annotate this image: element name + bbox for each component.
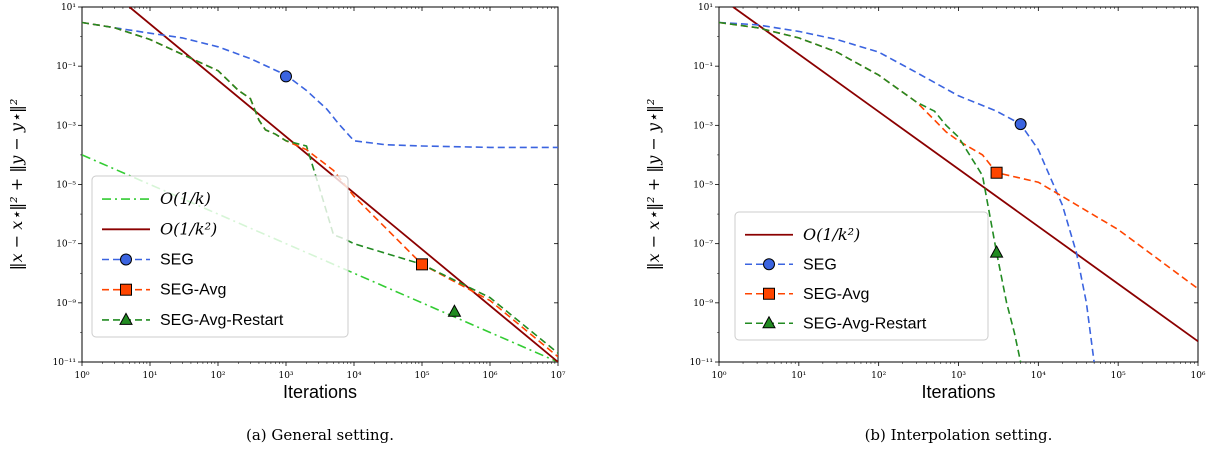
legend-label-seg-avg-restart: SEG-Avg-Restart xyxy=(803,315,927,332)
x-tick-label: 10⁰ xyxy=(74,371,89,381)
x-tick-label: 10¹ xyxy=(142,371,157,381)
legend-marker-seg-avg-restart xyxy=(762,315,776,329)
legend-label-seg: SEG xyxy=(160,252,194,269)
y-tick-label: 10⁻¹¹ xyxy=(690,358,713,368)
y-tick-label: 10⁻⁹ xyxy=(56,299,76,309)
plot-area xyxy=(719,7,1198,362)
series-line-o-1-k xyxy=(732,7,1198,343)
series-marker-seg-avg-restart xyxy=(989,245,1004,258)
legend-label-seg-avg-restart: SEG-Avg-Restart xyxy=(160,312,284,329)
x-tick-label: 10⁷ xyxy=(550,371,565,381)
legend-label-o-1-k: O(1/k²) xyxy=(803,225,860,244)
figure-caption: (a) General setting. xyxy=(246,426,394,444)
legend: O(1/k) O(1/k²) SEG SEG-Avg SEG-Avg-Restart xyxy=(91,175,349,338)
y-tick-label: 10⁻⁷ xyxy=(56,240,76,250)
y-tick-label: 10⁻⁵ xyxy=(693,181,713,191)
y-axis-label: ‖x − x⋆‖² + ‖y − y⋆‖² xyxy=(7,99,26,271)
series-marker-seg-avg-restart xyxy=(447,304,462,317)
y-tick-label: 10⁻¹¹ xyxy=(53,358,76,368)
x-tick-label: 10⁶ xyxy=(1190,371,1205,381)
series-line-seg-avg-restart xyxy=(82,21,558,354)
x-tick-label: 10⁴ xyxy=(1031,371,1046,381)
series-marker-seg xyxy=(1014,118,1027,131)
y-tick-label: 10⁻¹ xyxy=(693,62,713,72)
legend-box xyxy=(734,211,989,341)
series-line-o-1-k xyxy=(82,154,558,362)
series-line-seg xyxy=(82,21,558,149)
x-tick-label: 10⁶ xyxy=(482,371,497,381)
x-axis-label: Iterations xyxy=(921,382,995,402)
series-line-seg-avg-restart xyxy=(719,21,1022,362)
x-tick-label: 10¹ xyxy=(791,371,806,381)
x-tick-label: 10² xyxy=(210,371,225,381)
legend-marker-seg-avg-restart xyxy=(119,312,133,325)
x-tick-label: 10³ xyxy=(951,371,966,381)
x-tick-label: 10⁴ xyxy=(346,371,361,381)
legend: O(1/k²) SEG SEG-Avg SEG-Avg-Restart xyxy=(734,211,989,341)
x-tick-label: 10⁵ xyxy=(414,371,429,381)
y-tick-label: 10¹ xyxy=(698,3,713,13)
chart-general-setting: 10⁰ 10¹ 10² 10³ 10⁴ 10⁵ 10⁶ 10⁷ 10⁻¹¹ 10⁻⁹ 10⁻⁷ 10⁻… xyxy=(7,3,566,444)
x-tick-label: 10⁰ xyxy=(711,371,726,381)
x-tick-label: 10² xyxy=(871,371,886,381)
legend-marker-seg-avg xyxy=(763,287,775,300)
legend-marker-seg xyxy=(120,253,132,266)
y-tick-label: 10¹ xyxy=(61,3,76,13)
legend-marker-seg-avg xyxy=(120,283,132,296)
y-tick-label: 10⁻³ xyxy=(693,121,713,131)
plot-area xyxy=(82,7,558,362)
y-axis-label: ‖x − x⋆‖² + ‖y − y⋆‖² xyxy=(644,99,663,271)
y-tick-label: 10⁻⁵ xyxy=(56,181,76,191)
series-line-seg xyxy=(719,21,1095,362)
x-tick-label: 10³ xyxy=(278,371,293,381)
x-axis-label: Iterations xyxy=(283,382,357,402)
y-tick-label: 10⁻⁷ xyxy=(693,240,713,250)
y-tick-label: 10⁻¹ xyxy=(56,62,76,72)
series-marker-seg-avg xyxy=(416,258,428,271)
legend-label-o-1-k: O(1/k) xyxy=(160,189,211,208)
legend-box xyxy=(91,175,349,338)
series-marker-seg-avg xyxy=(990,166,1003,179)
legend-label-seg-avg: SEG-Avg xyxy=(160,282,226,299)
series-marker-seg xyxy=(280,70,292,83)
legend-label-o-1-k: O(1/k²) xyxy=(160,219,217,238)
x-tick-label: 10⁵ xyxy=(1111,371,1126,381)
figure-caption: (b) Interpolation setting. xyxy=(865,426,1053,444)
y-tick-label: 10⁻³ xyxy=(56,121,76,131)
legend-marker-seg xyxy=(763,258,775,271)
legend-label-seg-avg: SEG-Avg xyxy=(803,286,869,303)
legend-label-seg: SEG xyxy=(803,256,837,273)
chart-interpolation-setting: 10⁰ 10¹ 10² 10³ 10⁴ 10⁵ 10⁶ 10⁻¹¹ 10⁻⁹ 10⁻⁷ 10⁻⁵ 10… xyxy=(644,3,1206,444)
y-tick-label: 10⁻⁹ xyxy=(693,299,713,309)
